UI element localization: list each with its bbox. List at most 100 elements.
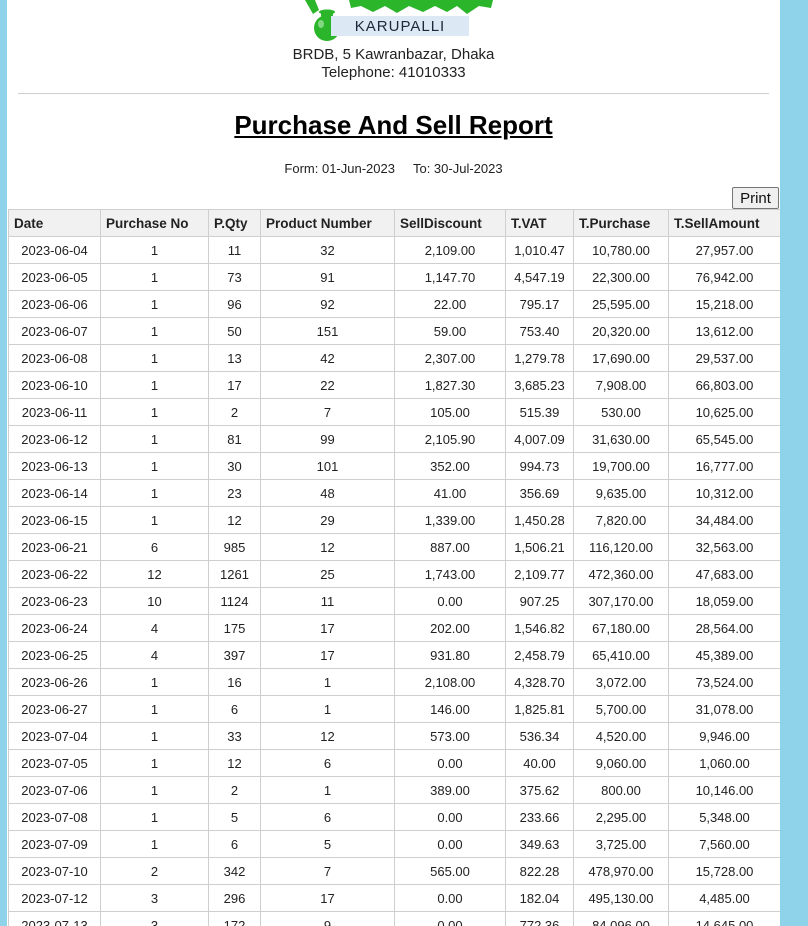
table-cell: 2023-06-23 bbox=[8, 587, 101, 615]
table-cell: 17 bbox=[260, 614, 395, 642]
table-cell: 352.00 bbox=[394, 452, 506, 480]
table-cell: 16 bbox=[208, 668, 261, 696]
table-row: 2023-06-26 1 16 1 2,108.00 4,328.70 3,072.00 73… bbox=[8, 668, 780, 696]
table-cell: 146.00 bbox=[394, 695, 506, 723]
table-cell: 1124 bbox=[208, 587, 261, 615]
table-cell: 2,295.00 bbox=[573, 803, 669, 831]
table-cell: 1,279.78 bbox=[505, 344, 574, 372]
table-cell: 772.36 bbox=[505, 911, 574, 926]
table-cell: 931.80 bbox=[394, 641, 506, 669]
table-cell: 17,690.00 bbox=[573, 344, 669, 372]
table-cell: 1 bbox=[100, 668, 209, 696]
table-row: 2023-06-07 1 50 151 59.00 753.40 20,320.00 13,6… bbox=[8, 317, 780, 345]
table-row: 2023-06-08 1 13 42 2,307.00 1,279.78 17,690.00… bbox=[8, 344, 780, 372]
table-cell: 0.00 bbox=[394, 803, 506, 831]
table-row: 2023-06-27 1 6 1 146.00 1,825.81 5,700.00 31,07… bbox=[8, 695, 780, 723]
table-cell: 0.00 bbox=[394, 749, 506, 777]
table-cell: 30 bbox=[208, 452, 261, 480]
table-cell: 4,547.19 bbox=[505, 263, 574, 291]
table-row: 2023-06-23 10 1124 11 0.00 907.25 307,170.00 18… bbox=[8, 587, 780, 615]
table-cell: 13 bbox=[208, 344, 261, 372]
table-cell: 2023-06-13 bbox=[8, 452, 101, 480]
table-cell: 349.63 bbox=[505, 830, 574, 858]
table-cell: 1 bbox=[100, 290, 209, 318]
table-cell: 182.04 bbox=[505, 884, 574, 912]
column-header: SellDiscount bbox=[394, 209, 506, 237]
table-cell: 1,827.30 bbox=[394, 371, 506, 399]
table-cell: 1,825.81 bbox=[505, 695, 574, 723]
table-cell: 3 bbox=[100, 911, 209, 926]
column-header: T.SellAmount bbox=[668, 209, 780, 237]
table-cell: 0.00 bbox=[394, 911, 506, 926]
table-row: 2023-06-13 1 30 101 352.00 994.73 19,700.00 16,… bbox=[8, 452, 780, 480]
report-title: Purchase And Sell Report bbox=[234, 110, 553, 140]
table-cell: 2023-07-13 bbox=[8, 911, 101, 926]
table-row: 2023-06-21 6 985 12 887.00 1,506.21 116,120.00… bbox=[8, 533, 780, 561]
table-cell: 6 bbox=[208, 695, 261, 723]
table-row: 2023-07-13 3 172 9 0.00 772.36 84,096.00 14,645… bbox=[8, 911, 780, 926]
table-cell: 34,484.00 bbox=[668, 506, 780, 534]
table-cell: 2023-06-11 bbox=[8, 398, 101, 426]
table-cell: 25,595.00 bbox=[573, 290, 669, 318]
print-button[interactable]: Print bbox=[732, 187, 779, 209]
table-cell: 4 bbox=[100, 641, 209, 669]
table-cell: 11 bbox=[208, 236, 261, 264]
table-cell: 76,942.00 bbox=[668, 263, 780, 291]
table-cell: 296 bbox=[208, 884, 261, 912]
table-cell: 0.00 bbox=[394, 884, 506, 912]
table-cell: 10,780.00 bbox=[573, 236, 669, 264]
table-cell: 2 bbox=[208, 398, 261, 426]
table-row: 2023-07-08 1 5 6 0.00 233.66 2,295.00 5,348.00 bbox=[8, 803, 780, 831]
table-cell: 1 bbox=[100, 398, 209, 426]
karupalli-logo: KARUPALLI bbox=[297, 0, 497, 44]
table-cell: 478,970.00 bbox=[573, 857, 669, 885]
table-cell: 1,546.82 bbox=[505, 614, 574, 642]
table-cell: 29 bbox=[260, 506, 395, 534]
table-cell: 172 bbox=[208, 911, 261, 926]
table-cell: 1 bbox=[100, 317, 209, 345]
table-cell: 2,108.00 bbox=[394, 668, 506, 696]
table-cell: 1 bbox=[100, 830, 209, 858]
table-row: 2023-06-04 1 11 32 2,109.00 1,010.47 10,780.00… bbox=[8, 236, 780, 264]
table-cell: 10,625.00 bbox=[668, 398, 780, 426]
table-cell: 29,537.00 bbox=[668, 344, 780, 372]
table-cell: 5,348.00 bbox=[668, 803, 780, 831]
table-cell: 17 bbox=[260, 884, 395, 912]
table-cell: 907.25 bbox=[505, 587, 574, 615]
table-cell: 65,410.00 bbox=[573, 641, 669, 669]
table-cell: 2,109.00 bbox=[394, 236, 506, 264]
table-cell: 1 bbox=[100, 803, 209, 831]
table-cell: 66,803.00 bbox=[668, 371, 780, 399]
table-cell: 1 bbox=[100, 344, 209, 372]
table-cell: 32,563.00 bbox=[668, 533, 780, 561]
table-row: 2023-06-14 1 23 48 41.00 356.69 9,635.00 10,312… bbox=[8, 479, 780, 507]
table-row: 2023-07-06 1 2 1 389.00 375.62 800.00 10,146.00 bbox=[8, 776, 780, 804]
table-cell: 1,060.00 bbox=[668, 749, 780, 777]
table-cell: 15,728.00 bbox=[668, 857, 780, 885]
table-cell: 397 bbox=[208, 641, 261, 669]
table-cell: 472,360.00 bbox=[573, 560, 669, 588]
table-row: 2023-06-15 1 12 29 1,339.00 1,450.28 7,820.00 3… bbox=[8, 506, 780, 534]
table-cell: 985 bbox=[208, 533, 261, 561]
table-cell: 175 bbox=[208, 614, 261, 642]
table-row: 2023-06-11 1 2 7 105.00 515.39 530.00 10,625.00 bbox=[8, 398, 780, 426]
report-page: KARUPALLI BRDB, 5 Kawranbazar, Dhaka Tel… bbox=[7, 0, 780, 926]
table-cell: 202.00 bbox=[394, 614, 506, 642]
table-cell: 3,072.00 bbox=[573, 668, 669, 696]
table-cell: 105.00 bbox=[394, 398, 506, 426]
table-cell: 1 bbox=[100, 479, 209, 507]
header-divider bbox=[18, 93, 769, 94]
table-cell: 10 bbox=[100, 587, 209, 615]
table-cell: 4,485.00 bbox=[668, 884, 780, 912]
date-to: To: 30-Jul-2023 bbox=[412, 161, 503, 176]
table-row: 2023-07-12 3 296 17 0.00 182.04 495,130.00 4,48… bbox=[8, 884, 780, 912]
table-row: 2023-07-05 1 12 6 0.00 40.00 9,060.00 1,060.00 bbox=[8, 749, 780, 777]
table-cell: 1 bbox=[100, 371, 209, 399]
table-cell: 2023-06-14 bbox=[8, 479, 101, 507]
table-cell: 18,059.00 bbox=[668, 587, 780, 615]
table-cell: 2023-06-10 bbox=[8, 371, 101, 399]
table-row: 2023-06-22 12 1261 25 1,743.00 2,109.77 472,36… bbox=[8, 560, 780, 588]
table-header-row: Date Purchase No P.Qty Product Number SellDi… bbox=[8, 209, 780, 237]
table-cell: 31,630.00 bbox=[573, 425, 669, 453]
table-cell: 73 bbox=[208, 263, 261, 291]
